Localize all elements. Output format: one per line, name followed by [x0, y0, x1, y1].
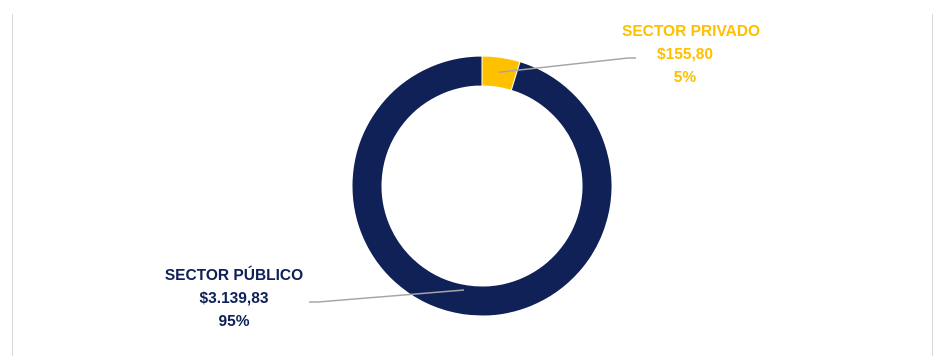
sector-privado-percent: 5%	[673, 69, 697, 86]
sector-privado-value: $155,80	[656, 46, 714, 63]
chart-frame-right-border	[932, 14, 933, 356]
chart-frame-left-border	[12, 14, 13, 356]
sector-privado-name: SECTOR PRIVADO	[622, 23, 761, 40]
slice-sector-publico	[351, 55, 613, 317]
sector-publico-name: SECTOR PÚBLICO	[164, 267, 304, 284]
label-sector-privado: SECTOR PRIVADO $155,80 5%	[622, 20, 761, 89]
sector-publico-percent: 95%	[218, 313, 250, 330]
leader-line-sector-privado	[498, 57, 636, 74]
sector-publico-value: $3.139,83	[199, 290, 269, 307]
leader-line-sector-publico	[309, 289, 465, 303]
label-sector-publico: SECTOR PÚBLICO $3.139,83 95%	[162, 264, 306, 333]
